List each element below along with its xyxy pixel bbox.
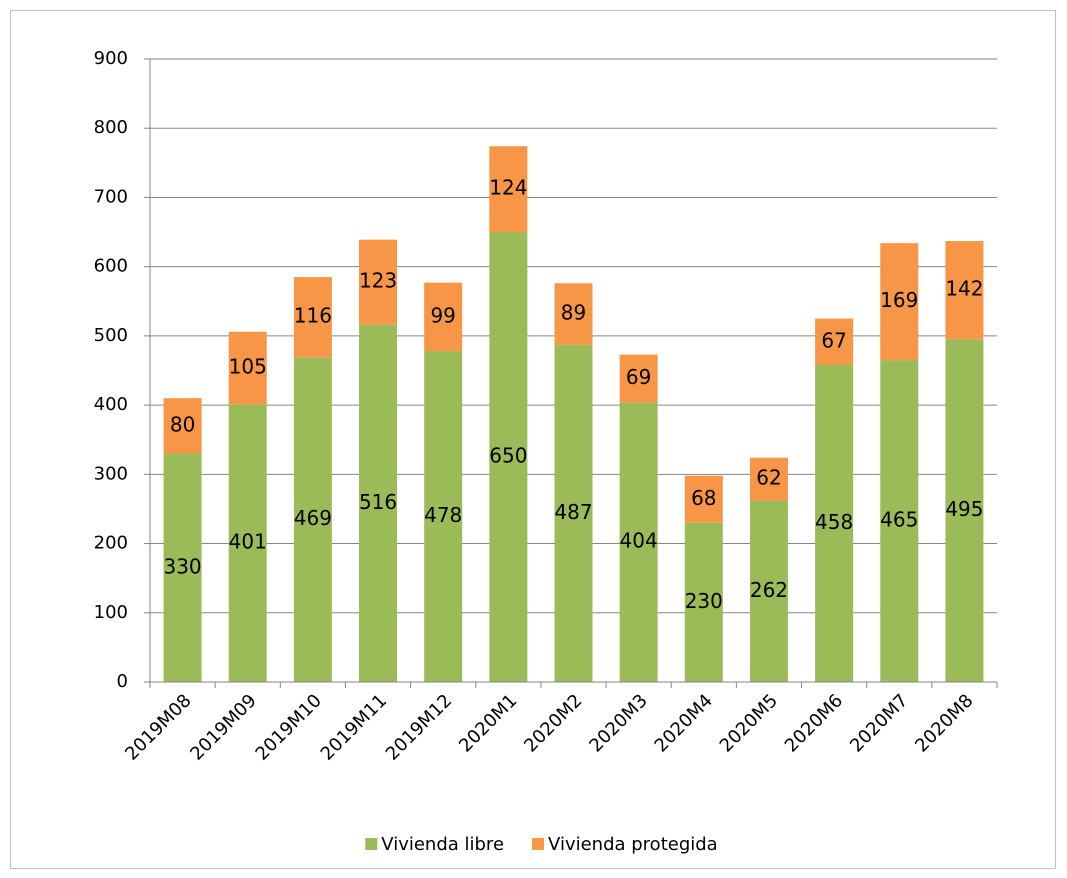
y-tick-label: 400 bbox=[94, 394, 128, 415]
bar-segment bbox=[489, 232, 528, 683]
bar-segment bbox=[554, 344, 593, 682]
bar-segment bbox=[293, 277, 332, 358]
bar-segment bbox=[619, 354, 658, 403]
bar-segment bbox=[945, 339, 984, 682]
y-tick-label: 0 bbox=[117, 671, 128, 692]
data-label: 650 bbox=[489, 444, 527, 468]
y-tick-label: 100 bbox=[94, 602, 128, 623]
legend-label: Vivienda protegida bbox=[548, 834, 718, 855]
data-label: 124 bbox=[489, 176, 527, 200]
data-label: 169 bbox=[880, 288, 918, 312]
bar-segment bbox=[489, 146, 528, 233]
bar-segment bbox=[815, 364, 854, 682]
bar-segment bbox=[424, 351, 463, 682]
y-tick-label: 300 bbox=[94, 463, 128, 484]
bar-segment bbox=[945, 241, 984, 340]
bar-segment bbox=[228, 331, 267, 405]
bar-segment bbox=[749, 500, 788, 682]
data-label: 487 bbox=[554, 500, 592, 524]
bar-segment bbox=[228, 404, 267, 682]
bar-segment bbox=[815, 318, 854, 365]
data-label: 330 bbox=[163, 554, 201, 578]
legend-swatch bbox=[365, 838, 378, 850]
bar-segment bbox=[749, 457, 788, 501]
y-tick-label: 900 bbox=[94, 48, 128, 69]
data-label: 262 bbox=[750, 578, 788, 602]
bar-segment bbox=[293, 357, 332, 682]
data-label: 495 bbox=[945, 497, 983, 521]
data-label: 67 bbox=[821, 328, 846, 352]
data-label: 68 bbox=[691, 486, 716, 510]
y-tick-label: 500 bbox=[94, 325, 128, 346]
data-label: 99 bbox=[430, 303, 455, 327]
data-label: 62 bbox=[756, 466, 781, 490]
bar-segment bbox=[684, 475, 723, 523]
y-tick-label: 600 bbox=[94, 256, 128, 277]
data-label: 80 bbox=[170, 412, 195, 436]
data-label: 469 bbox=[294, 506, 332, 530]
data-label: 230 bbox=[685, 589, 723, 613]
bar-segment bbox=[684, 522, 723, 682]
data-label: 516 bbox=[359, 490, 397, 514]
bar-segment bbox=[424, 282, 463, 352]
data-label: 465 bbox=[880, 508, 918, 532]
legend: Vivienda libre Vivienda protegida bbox=[365, 834, 718, 855]
bar-segment bbox=[554, 283, 593, 345]
bar-segment bbox=[880, 360, 919, 682]
data-label: 116 bbox=[294, 304, 332, 328]
legend-label: Vivienda libre bbox=[381, 834, 504, 855]
data-label: 123 bbox=[359, 269, 397, 293]
bar-segment bbox=[880, 243, 919, 361]
data-label: 142 bbox=[945, 277, 983, 301]
data-label: 105 bbox=[229, 355, 267, 379]
bar-segment bbox=[163, 453, 202, 682]
y-tick-label: 800 bbox=[94, 117, 128, 138]
y-tick-label: 200 bbox=[94, 533, 128, 554]
data-label: 404 bbox=[620, 529, 658, 553]
data-label: 89 bbox=[561, 301, 586, 325]
data-label: 478 bbox=[424, 503, 462, 527]
data-label: 401 bbox=[229, 530, 267, 554]
y-tick-label: 700 bbox=[94, 186, 128, 207]
bar-segment bbox=[359, 239, 398, 325]
bar-segment bbox=[619, 402, 658, 682]
bar-segment bbox=[163, 398, 202, 454]
data-label: 458 bbox=[815, 510, 853, 534]
bar-segment bbox=[359, 324, 398, 682]
legend-swatch bbox=[532, 838, 545, 850]
data-label: 69 bbox=[626, 365, 651, 389]
